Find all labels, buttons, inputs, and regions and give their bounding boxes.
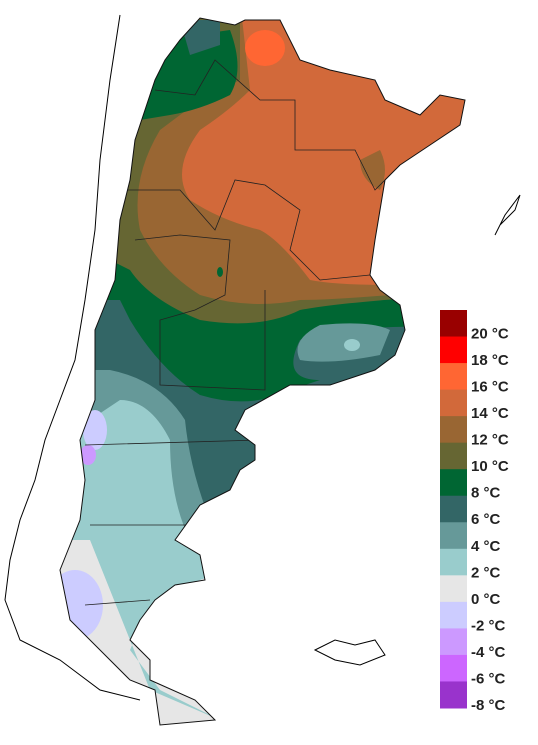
legend-label: 16 °C [471,379,509,396]
border-line [4,14,141,701]
legend-label: 14 °C [471,405,509,422]
legend-swatch [440,336,467,364]
legend-swatch [440,628,467,656]
legend-swatch [440,469,467,497]
legend-swatch [440,495,467,523]
legend-label: 4 °C [471,538,501,555]
legend-label: -6 °C [471,670,506,687]
legend-label: 20 °C [471,326,509,343]
legend-label: 12 °C [471,432,509,449]
legend-label: 18 °C [471,352,509,369]
coast-line [494,194,521,236]
legend-swatch [440,310,467,338]
legend-label: 0 °C [471,591,501,608]
legend-swatch [440,416,467,444]
legend: 20 °C 18 °C 16 °C 14 °C 12 °C 10 °C 8 °C 6 °C 4 … [440,310,509,714]
legend-label: -2 °C [471,617,506,634]
legend-swatch [440,548,467,576]
legend-label: 6 °C [471,511,501,528]
legend-label: 8 °C [471,485,501,502]
legend-swatch [440,442,467,470]
legend-swatch [440,654,467,682]
legend-swatch [440,389,467,417]
legend-swatch [440,575,467,603]
legend-label: 2 °C [471,564,501,581]
country-outline [59,17,466,726]
legend-swatch [440,363,467,391]
legend-label: 10 °C [471,458,509,475]
legend-label: -4 °C [471,644,506,661]
legend-swatch [440,522,467,550]
legend-swatch [440,601,467,629]
islands [313,639,386,666]
legend-label: -8 °C [471,697,506,714]
legend-swatch [440,681,467,709]
